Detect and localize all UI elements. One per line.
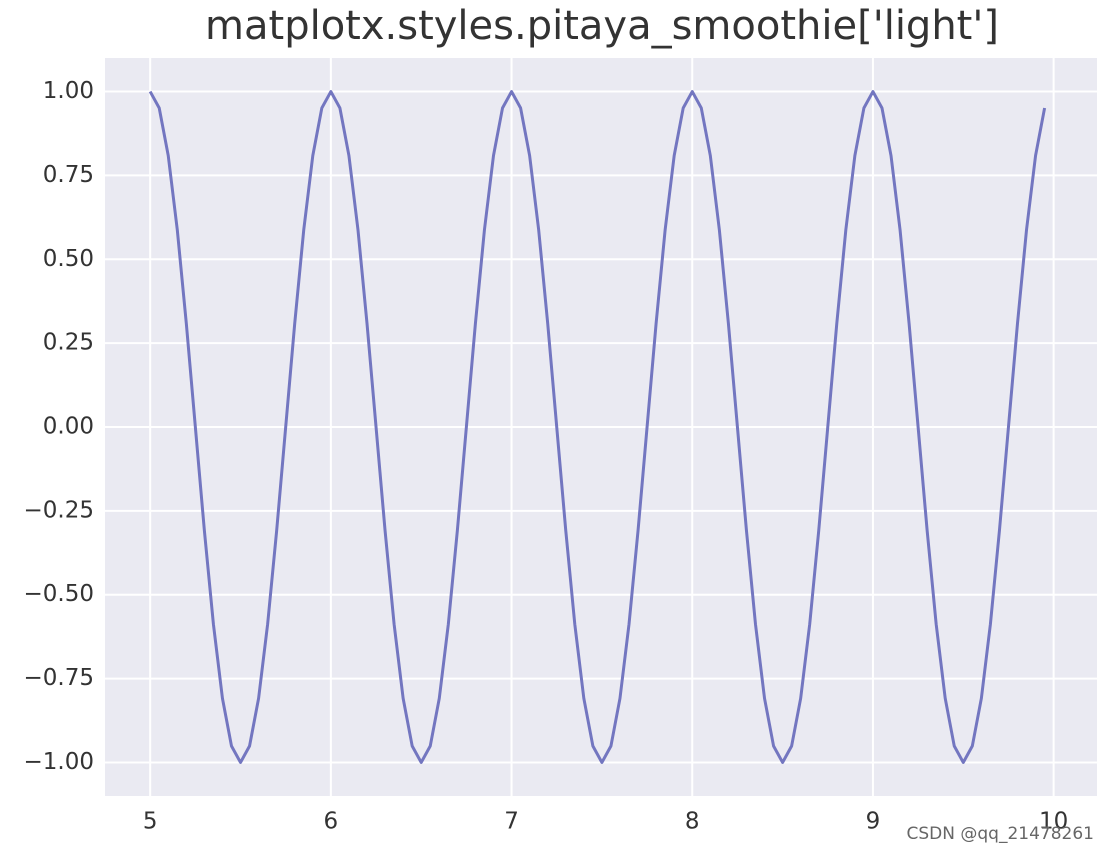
chart-title: matplotx.styles.pitaya_smoothie['light']: [205, 3, 999, 49]
y-tick-label: 0.50: [43, 246, 94, 272]
x-tick-label: 5: [143, 809, 158, 835]
y-tick-label: −0.75: [24, 665, 94, 691]
y-tick-label: −1.00: [24, 749, 94, 775]
watermark: CSDN @qq_21478261: [907, 824, 1094, 844]
line: [148, 90, 1047, 764]
x-tick-label: 10: [1039, 809, 1068, 835]
y-tick-label: 1.00: [43, 78, 94, 104]
y-tick-label: 0.00: [43, 414, 94, 440]
y-tick-label: 0.25: [43, 330, 94, 356]
y-tick-label: −0.50: [24, 581, 94, 607]
y-tick-label: 0.75: [43, 162, 94, 188]
x-tick-label: 8: [685, 809, 700, 835]
x-tick-label: 6: [324, 809, 339, 835]
x-tick-label: 9: [866, 809, 881, 835]
x-tick-label: 7: [504, 809, 519, 835]
y-tick-label: −0.25: [24, 497, 94, 523]
